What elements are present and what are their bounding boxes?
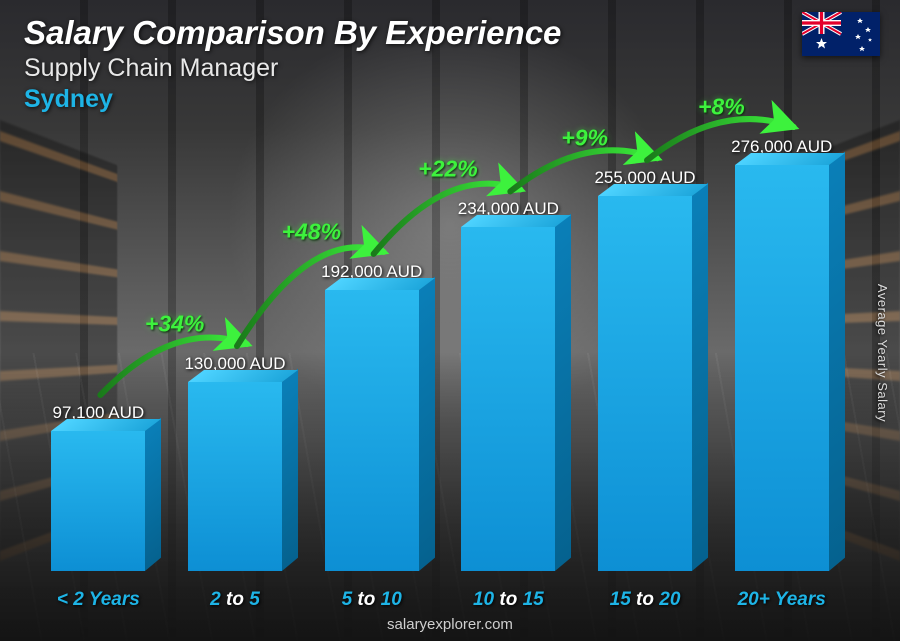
bar bbox=[735, 165, 829, 571]
x-axis-label: 5 to 10 bbox=[303, 589, 440, 611]
footer-source: salaryexplorer.com bbox=[0, 616, 900, 633]
bar-slot: 255,000 AUD bbox=[577, 135, 714, 571]
bar bbox=[51, 431, 145, 571]
bar-slot: 234,000 AUD bbox=[440, 135, 577, 571]
x-axis-label: 10 to 15 bbox=[440, 589, 577, 611]
bar-slot: 192,000 AUD bbox=[303, 135, 440, 571]
bar-side bbox=[692, 183, 708, 571]
bar-slot: 276,000 AUD bbox=[713, 135, 850, 571]
bar bbox=[188, 382, 282, 571]
x-axis-label: < 2 Years bbox=[30, 589, 167, 611]
flag-australia-icon bbox=[802, 12, 880, 56]
bar-top bbox=[51, 419, 161, 431]
bar-front bbox=[188, 382, 282, 571]
x-axis: < 2 Years2 to 55 to 1010 to 1515 to 2020… bbox=[30, 589, 850, 611]
bar bbox=[461, 227, 555, 571]
bar-front bbox=[735, 165, 829, 571]
bar-side bbox=[555, 214, 571, 571]
bar bbox=[325, 290, 419, 571]
bar-top bbox=[188, 370, 298, 382]
x-axis-label: 15 to 20 bbox=[577, 589, 714, 611]
bar-slot: 97,100 AUD bbox=[30, 135, 167, 571]
bar-top bbox=[598, 184, 708, 196]
chart-title: Salary Comparison By Experience bbox=[24, 14, 876, 52]
header: Salary Comparison By Experience Supply C… bbox=[24, 14, 876, 114]
bar bbox=[598, 196, 692, 571]
bar-top bbox=[461, 215, 571, 227]
bar-front bbox=[598, 196, 692, 571]
bar-front bbox=[461, 227, 555, 571]
y-axis-label: Average Yearly Salary bbox=[875, 283, 890, 421]
bar-top bbox=[325, 278, 435, 290]
chart-city: Sydney bbox=[24, 85, 876, 114]
bar-side bbox=[282, 369, 298, 571]
x-axis-label: 20+ Years bbox=[713, 589, 850, 611]
bar-side bbox=[419, 276, 435, 571]
x-axis-label: 2 to 5 bbox=[167, 589, 304, 611]
bar-slot: 130,000 AUD bbox=[167, 135, 304, 571]
bar-front bbox=[325, 290, 419, 571]
chart-subtitle: Supply Chain Manager bbox=[24, 54, 876, 83]
bar-chart: 97,100 AUD130,000 AUD192,000 AUD234,000 … bbox=[30, 135, 850, 571]
bar-top bbox=[735, 153, 845, 165]
bar-front bbox=[51, 431, 145, 571]
bar-side bbox=[829, 152, 845, 571]
bar-side bbox=[145, 418, 161, 571]
